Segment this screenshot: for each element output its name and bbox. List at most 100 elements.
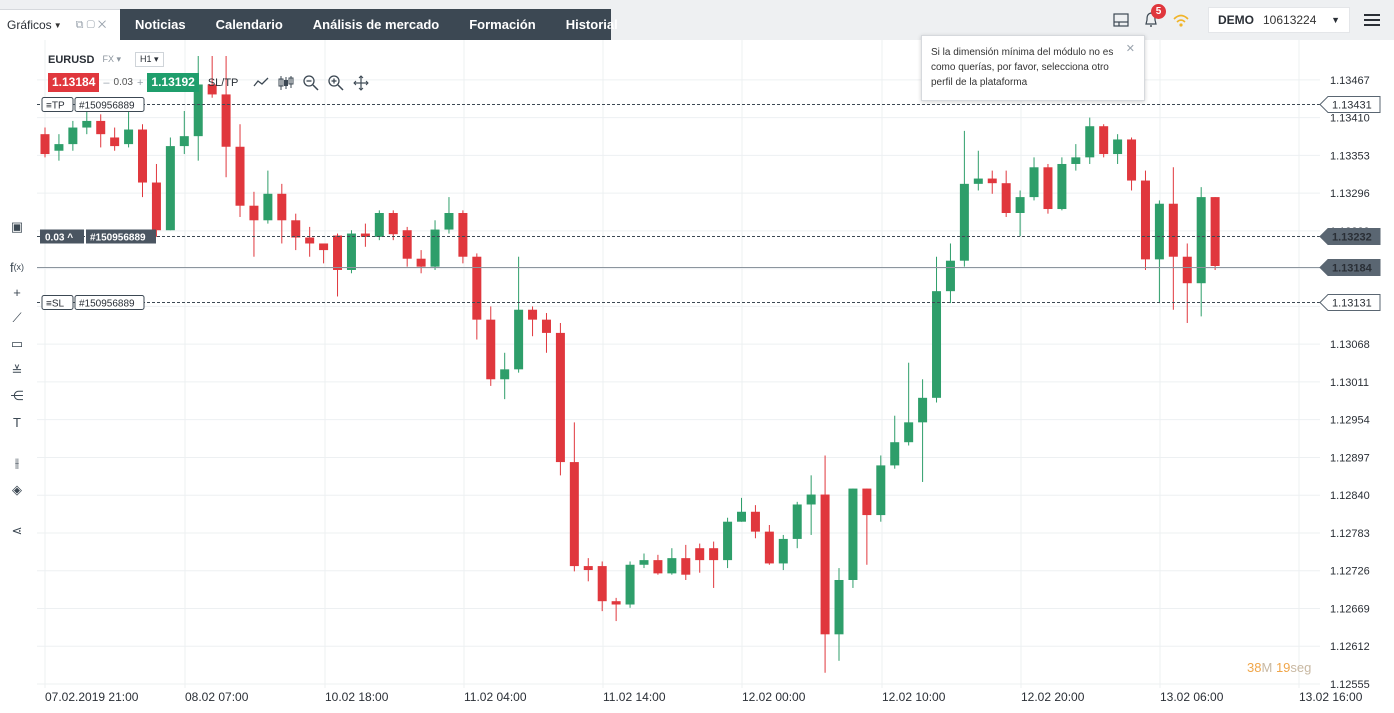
y-tick-label: 1.12612 [1330,641,1370,653]
move-icon[interactable] [352,74,370,92]
rectangle-icon[interactable]: ▭ [10,336,24,351]
bell-icon[interactable]: 5 [1142,4,1166,29]
order-id: #150956889 [79,299,135,310]
nav-item[interactable]: Análisis de mercado [312,17,440,32]
indicators-icon[interactable]: f (x) [9,259,25,275]
candle-body [263,193,273,221]
candle-body [221,94,231,147]
order-id: #150956889 [79,101,135,112]
x-tick-label: 13.02 06:00 [1160,690,1224,704]
y-tick-label: 1.12669 [1330,603,1370,615]
hamburger-menu-icon[interactable] [1350,7,1394,33]
display-icon[interactable]: ▣ [10,219,24,234]
candle-body [1140,180,1150,260]
candle-body [54,144,64,151]
sell-button[interactable]: 1.13184 [48,73,100,92]
layers-icon[interactable]: ◈ [12,482,22,497]
account-selector[interactable]: DEMO 10613224 ▼ [1208,7,1350,33]
charts-tab[interactable]: Gráficos ▼ ⧉▢✕ [0,9,120,40]
candle-body [778,538,788,564]
price-tag [1319,259,1381,276]
candle-body [1057,163,1067,210]
candle-body [611,601,621,605]
candle-body [319,243,329,251]
chart-style-icon[interactable]: ⫲ [14,455,20,470]
spread-increase-button[interactable]: + [136,76,144,89]
line-type-label: ≡TP [46,101,65,112]
fibonacci-icon[interactable]: ≚ [11,363,23,378]
trendline-icon[interactable]: ⟋ [12,310,22,325]
charts-tab-label: Gráficos [7,18,52,32]
nav-item[interactable]: Noticias [135,17,186,32]
y-tick-label: 1.13011 [1330,377,1369,389]
nav-item[interactable]: Historial [565,17,618,32]
tooltip-text: Si la dimensión mínima del módulo no es … [931,47,1114,88]
chevron-down-icon[interactable]: ▼ [53,20,62,30]
candle-body [806,494,816,505]
candle-body [1029,167,1039,198]
candle-body [486,319,496,380]
crosshair-icon[interactable]: + [13,284,21,300]
line-type-tag [41,97,74,112]
candle-body [96,120,106,135]
candle-body [305,237,315,244]
timeframe-selector[interactable]: H1 ▾ [135,52,164,67]
chevron-down-icon[interactable]: ▼ [1331,15,1340,25]
share-icon[interactable]: ⋖ [11,523,23,538]
candle-body [1168,203,1178,257]
sltp-toggle[interactable]: SL/TP [207,76,239,89]
order-id: #150956889 [90,233,146,244]
candle-body [1196,197,1206,284]
zoom-in-icon[interactable] [327,74,345,92]
top-right-controls: 5 DEMO 10613224 ▼ [1112,4,1394,33]
order-id-tag [86,229,156,244]
candle-body [124,129,134,145]
layout-icon[interactable] [1112,11,1130,29]
candle-body [1015,197,1025,213]
candle-body [68,127,78,145]
nav-item[interactable]: Formación [469,17,536,32]
buy-button[interactable]: 1.13192 [147,73,199,92]
candle-body [541,319,551,333]
candle-body [138,129,148,183]
candle-body [904,422,914,443]
symbol-name[interactable]: EURUSD [48,53,95,66]
candle-body [597,566,607,602]
candle-body [737,511,746,522]
x-tick-label: 13.02 16:00 [1299,690,1363,704]
zoom-out-icon[interactable] [302,74,320,92]
candle-body [235,146,245,206]
x-tick-label: 12.02 20:00 [1021,690,1085,704]
candle-body [1071,157,1081,164]
symbol-type-label: FX [102,54,114,64]
countdown-min-unit: M [1261,660,1273,675]
account-number: 10613224 [1263,13,1317,27]
candle-body [1154,203,1164,260]
candle-body [40,134,50,155]
countdown-seconds: 19 [1275,660,1291,675]
line-chart-icon[interactable] [252,74,270,92]
candle-body [625,564,635,605]
candlestick-chart-icon[interactable] [277,74,295,92]
candle-body [834,579,844,635]
main-nav: Noticias Calendario Análisis de mercado For… [120,9,618,40]
close-icon[interactable]: ✕ [1125,43,1135,55]
candle-body [179,136,189,147]
candle-body [416,258,426,267]
spread-decrease-button[interactable]: – [103,76,110,89]
candle-body [820,494,830,635]
window-controls-icon[interactable]: ⧉▢✕ [75,18,110,31]
candle-body [528,309,538,320]
candle-body [555,332,565,463]
candle-body [1210,197,1220,266]
symbol-type[interactable]: FX ▾ [102,54,121,64]
text-icon[interactable]: T [13,414,21,430]
nav-item[interactable]: Calendario [215,17,283,32]
candle-body [653,560,663,574]
candle-body [723,521,733,561]
candle-body [1001,183,1011,213]
candle-body [1182,256,1192,284]
position-profit: 0.03 ^ [45,233,73,244]
pitchfork-icon[interactable]: ⋲ [10,388,24,403]
